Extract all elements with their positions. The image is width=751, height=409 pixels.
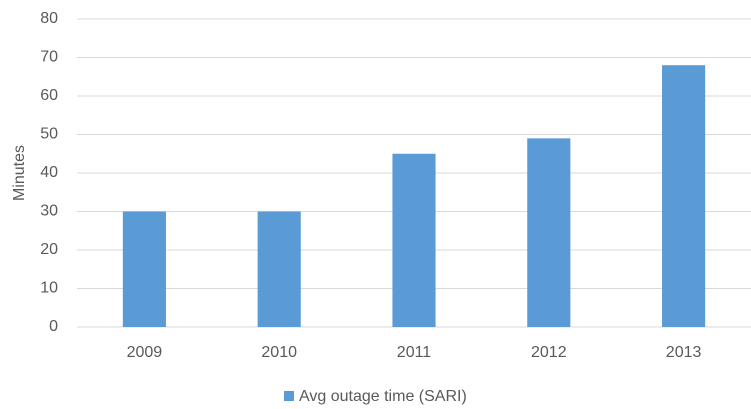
bar [122, 211, 166, 327]
y-tick-label: 70 [40, 49, 58, 66]
x-tick-label: 2012 [531, 344, 567, 361]
y-tick-label: 10 [40, 280, 58, 297]
y-tick-label: 0 [49, 318, 58, 335]
bar [527, 138, 571, 327]
y-axis-label: Minutes [11, 145, 28, 201]
x-tick-label: 2010 [261, 344, 297, 361]
bar [662, 65, 706, 327]
x-tick-label: 2013 [666, 344, 702, 361]
y-tick-label: 30 [40, 203, 58, 220]
y-tick-label: 50 [40, 126, 58, 143]
legend-label: Avg outage time (SARI) [299, 388, 467, 405]
y-tick-label: 60 [40, 87, 58, 104]
x-tick-label: 2011 [397, 344, 432, 361]
bar [392, 153, 436, 327]
y-tick-label: 20 [40, 241, 58, 258]
bar [257, 211, 301, 327]
x-tick-label: 2009 [127, 344, 163, 361]
y-tick-label: 80 [40, 10, 58, 27]
y-tick-label: 40 [40, 164, 58, 181]
legend-swatch [284, 391, 294, 401]
